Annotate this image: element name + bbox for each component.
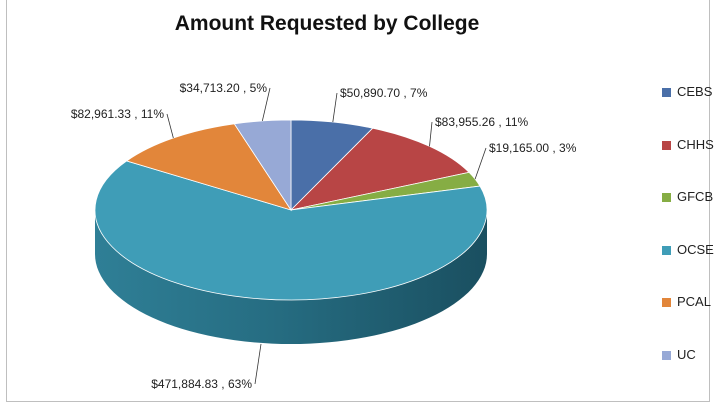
pie-side-group bbox=[95, 210, 487, 344]
legend-item: OCSE bbox=[662, 242, 714, 295]
legend-label: GFCB bbox=[677, 189, 714, 204]
leader-line bbox=[474, 147, 487, 180]
legend-item: PCAL bbox=[662, 294, 714, 347]
pie-slice-uc bbox=[233, 119, 292, 212]
leader-line bbox=[332, 92, 338, 123]
legend-item: UC bbox=[662, 347, 714, 400]
data-label-ocse: $471,884.83 , 63% bbox=[151, 377, 252, 391]
legend-label: OCSE bbox=[677, 241, 714, 257]
pie-chart: $50,890.70 , 7% $83,955.26 , 11% $19,165.0… bbox=[71, 81, 577, 391]
legend-item: GFCB bbox=[662, 189, 714, 242]
chart-title: Amount Requested by College bbox=[174, 12, 480, 35]
pie-slice-ocse bbox=[94, 160, 488, 301]
pie-side-wall bbox=[95, 210, 487, 344]
legend-label: PCAL bbox=[677, 294, 711, 309]
leader-line bbox=[261, 87, 271, 122]
leader-line bbox=[254, 343, 262, 385]
legend-swatch bbox=[662, 88, 671, 97]
legend-item: CEBS bbox=[662, 84, 714, 137]
legend-label: CEBS bbox=[677, 84, 713, 99]
data-label-cebs: $50,890.70 , 7% bbox=[340, 86, 428, 100]
legend-swatch bbox=[662, 140, 671, 150]
legend: CEBS CHHS GFCB OCSE PCAL UC bbox=[662, 84, 714, 399]
pie-slice-chhs bbox=[289, 127, 470, 211]
data-label-chhs: $83,955.26 , 11% bbox=[435, 115, 529, 129]
data-label-uc: $34,713.20 , 5% bbox=[180, 81, 268, 95]
legend-label: CHHS bbox=[677, 136, 714, 152]
legend-swatch bbox=[662, 193, 671, 202]
data-label-gfcb: $19,165.00 , 3% bbox=[489, 141, 577, 155]
leader-line bbox=[166, 113, 174, 139]
legend-swatch bbox=[662, 298, 671, 307]
legend-swatch bbox=[662, 245, 671, 255]
pie-top-group bbox=[94, 119, 488, 301]
data-label-pcal: $82,961.33 , 11% bbox=[71, 107, 165, 121]
leader-lines-group bbox=[166, 87, 487, 385]
data-labels-group: $50,890.70 , 7% $83,955.26 , 11% $19,165.0… bbox=[71, 81, 577, 391]
legend-swatch bbox=[662, 350, 671, 360]
legend-label: UC bbox=[677, 346, 696, 362]
leader-line bbox=[429, 121, 433, 147]
chart-area: Amount Requested by College $50,890.70 ,… bbox=[6, 0, 714, 402]
legend-item: CHHS bbox=[662, 137, 714, 190]
